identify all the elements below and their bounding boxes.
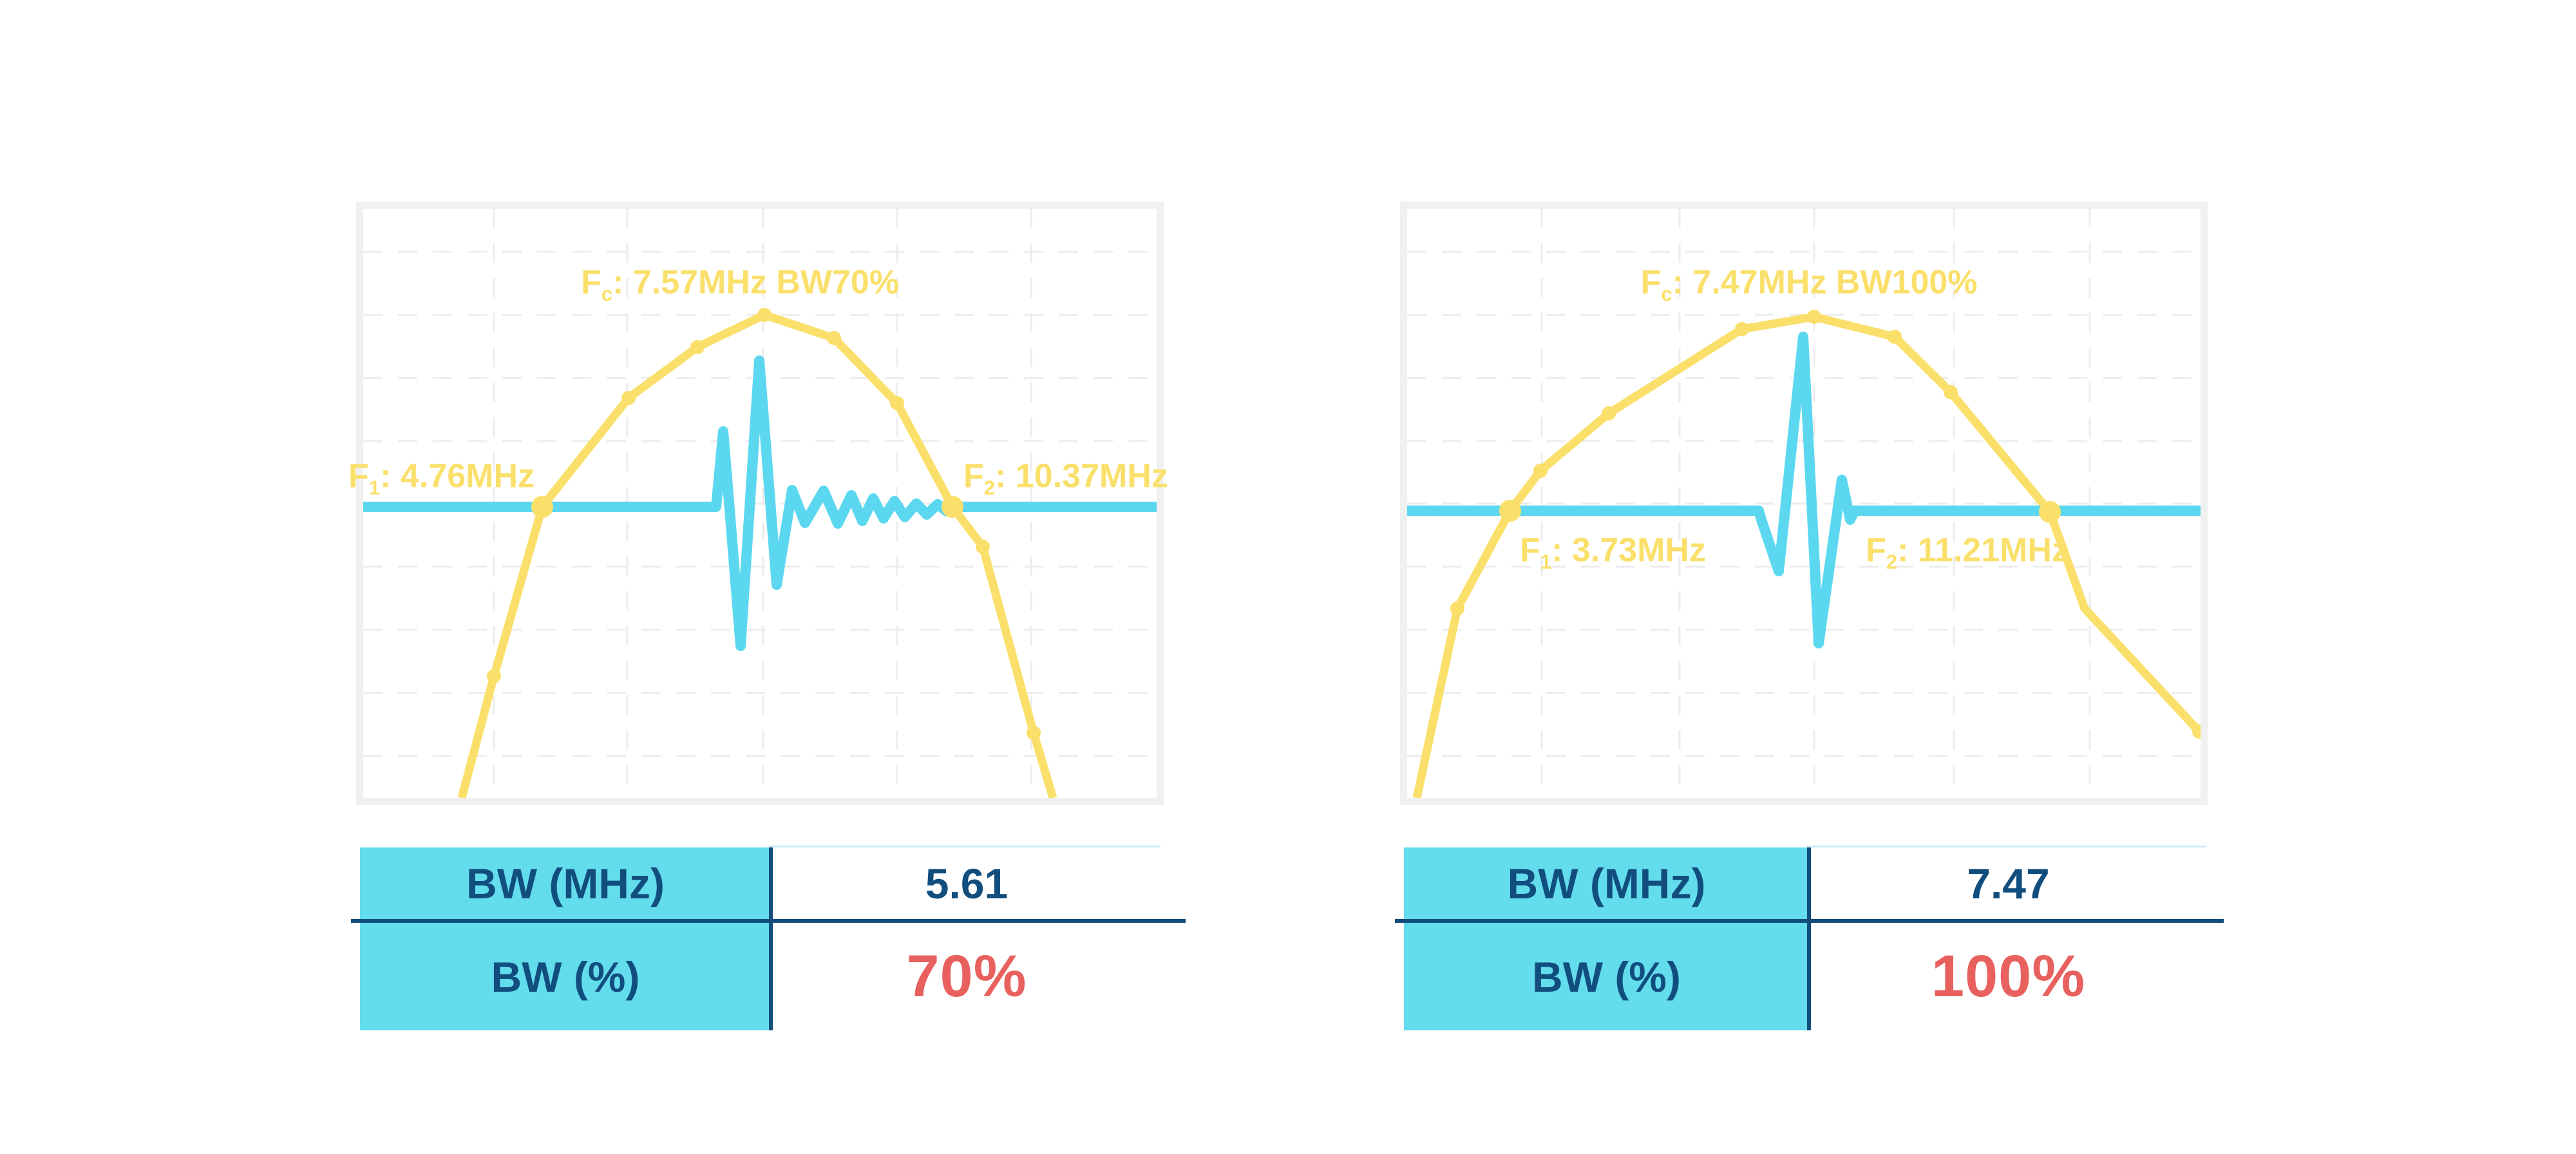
right-fc-annotation: Fc: 7.47MHz BW100% (1640, 263, 1978, 304)
right-bw-table: BW (MHz) 7.47 BW (%) 100% (1395, 846, 2224, 1030)
fc-subscript: c (1661, 282, 1672, 305)
bandwidth-crossing-dot (942, 496, 963, 518)
bandwidth-crossing-dot (531, 496, 553, 518)
bw-pct-label: BW (%) (1532, 952, 1681, 1001)
f1-text: : 4.76MHz (380, 457, 535, 495)
spectrum-curve (457, 310, 1057, 798)
bandwidth-crossing-dot (1499, 500, 1521, 522)
spectrum-data-dot (1807, 310, 1821, 324)
bw-pct-value: 70% (906, 943, 1027, 1009)
spectrum-data-dot (1450, 601, 1464, 616)
f1-base: F (1520, 531, 1540, 569)
left-bw-table: BW (MHz) 5.61 BW (%) 70% (351, 846, 1186, 1030)
pulse-waveform (363, 355, 1157, 651)
spectrum-data-dot (890, 396, 904, 410)
f1-text: : 3.73MHz (1551, 531, 1706, 569)
f2-subscript: 2 (983, 476, 996, 499)
f1-subscript: 1 (1540, 550, 1552, 573)
label-column-background (360, 847, 771, 1030)
left-fc-annotation: Fc: 7.57MHz BW70% (580, 263, 900, 304)
right-f2-annotation: F2: 11.21MHz (1866, 531, 2069, 572)
table-top-border (1807, 846, 2206, 847)
f1-base: F (348, 457, 369, 495)
right-plot-area (1407, 209, 2201, 798)
fc-base: F (1640, 263, 1662, 301)
bw-mhz-label: BW (MHz) (1507, 859, 1706, 907)
bw-pct-value: 100% (1931, 943, 2086, 1009)
bw-mhz-value: 7.47 (1967, 859, 2050, 907)
bw-pct-label: BW (%) (491, 952, 640, 1001)
spectrum-data-dot (1602, 406, 1616, 421)
spectrum-data-dot (1533, 464, 1548, 478)
spectrum-data-dot (1735, 322, 1749, 336)
bw-mhz-label: BW (MHz) (466, 859, 665, 907)
pulse-waveform (1407, 332, 2201, 648)
spectrum-data-dot (1027, 726, 1041, 740)
spectrum-data-dot (1944, 385, 1958, 399)
left-f1-annotation: F1: 4.76MHz (348, 457, 541, 498)
spectrum-data-dot (2192, 724, 2201, 739)
left-plot-area (363, 209, 1157, 798)
spectrum-data-dot (621, 391, 636, 405)
f1-subscript: 1 (368, 476, 381, 499)
left-spectrum-chart: Fc: 7.57MHz BW70% F1: 4.76MHz F2: 10.37M… (348, 202, 1168, 805)
spectrum-data-dot (690, 340, 705, 354)
bw-mhz-value: 5.61 (925, 859, 1009, 907)
table-top-border (769, 846, 1160, 847)
f2-base: F (963, 457, 984, 495)
spectrum-data-dot (1888, 330, 1902, 344)
fc-base: F (580, 263, 601, 301)
spectrum-curve (1412, 312, 2201, 798)
bandwidth-crossing-dot (2039, 501, 2061, 523)
spectrum-data-dot (757, 308, 772, 322)
fc-subscript: c (601, 282, 613, 305)
spectrum-data-dot (976, 540, 990, 554)
f2-text: : 11.21MHz (1897, 531, 2069, 569)
f2-base: F (1866, 531, 1886, 569)
f2-text: : 10.37MHz (995, 457, 1168, 495)
fc-text: : 7.57MHz BW70% (612, 263, 900, 301)
spectrum-data-dot (487, 669, 501, 683)
right-spectrum-chart: Fc: 7.47MHz BW100% F1: 3.73MHz F2: 11.21… (1400, 202, 2208, 805)
label-column-background (1404, 847, 1809, 1030)
fc-text: : 7.47MHz BW100% (1672, 263, 1978, 301)
column-divider-line (769, 847, 773, 1030)
f2-subscript: 2 (1886, 550, 1898, 573)
right-f1-annotation: F1: 3.73MHz (1520, 531, 1706, 572)
row-divider-line (351, 919, 1186, 923)
spectrum-data-dot (827, 331, 841, 345)
left-f2-annotation: F2: 10.37MHz (958, 457, 1168, 498)
column-divider-line (1807, 847, 1811, 1030)
